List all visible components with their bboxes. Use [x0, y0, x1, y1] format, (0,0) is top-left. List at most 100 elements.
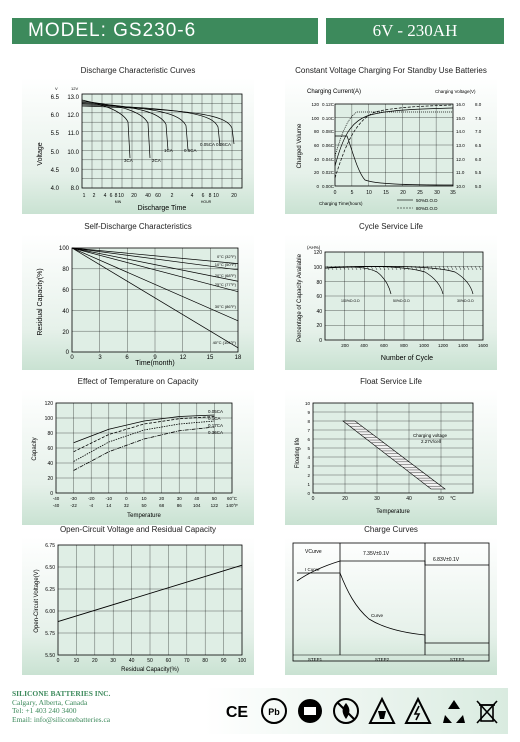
charging-voltage-curve: [334, 111, 453, 157]
discharge-panel: Discharge Characteristic Curves Voltage …: [22, 66, 254, 214]
vol-tick: 120: [311, 102, 319, 107]
temperature-ylabel: Capacity: [32, 437, 38, 460]
y-tick: 9: [307, 410, 310, 415]
x-tick-c: 60°C: [227, 496, 238, 501]
x-tick-c: 10: [141, 496, 147, 501]
y-tick: 60: [62, 288, 69, 294]
y-tick: 10: [305, 401, 311, 406]
volt6-tick: 8.0: [475, 102, 482, 107]
sd-label-10c: 10°C (50°F): [215, 262, 237, 267]
temperature-series-line: [73, 426, 215, 471]
x-tick: 1600: [478, 343, 489, 348]
volt-tick: 15.0: [456, 116, 465, 121]
x-tick: 35: [450, 190, 456, 196]
curve-label-3ca: 3CA: [124, 158, 133, 163]
x-tick-c: 40: [194, 496, 200, 501]
x-tick: 20: [400, 190, 406, 196]
y-tick: 80: [62, 267, 69, 273]
float-chart: Charging voltage 2.27V/cell Floating lif…: [295, 401, 474, 515]
charging-xlabel: Charging Time(hours): [319, 201, 363, 206]
y-tick: 80: [316, 280, 322, 286]
temperature-title: Effect of Temperature on Capacity: [77, 377, 199, 386]
x-tick: 8: [115, 193, 118, 199]
band-hatch: [474, 265, 478, 271]
x-tick: 70: [184, 658, 190, 664]
charge-curves-title: Charge Curves: [364, 525, 418, 534]
y-tick: 100: [59, 246, 70, 252]
volt6-tick: 5.0: [475, 184, 482, 189]
company-tel: Tel: +1 403 240 3400: [12, 706, 77, 715]
x-tick-c: -40: [53, 496, 60, 501]
y-tick: 6.00: [45, 609, 55, 615]
x-tick: 6: [125, 355, 129, 361]
volt-tick: 10.0: [456, 184, 465, 189]
self-discharge-ylabel: Residual Capacity(%): [37, 268, 44, 335]
x-tick-c: -10: [106, 496, 113, 501]
x-tick: 90: [221, 658, 227, 664]
band-hatch: [326, 265, 330, 271]
x-tick: 5: [351, 190, 354, 196]
charged-volume-curve-50: [334, 107, 454, 167]
band-hatch: [406, 265, 410, 271]
x-tick: 600: [380, 343, 388, 348]
company-email: Email: info@siliconebatteries.ca: [12, 714, 111, 724]
temperature-chart: Capacity Temperature 120 100 80 60 40 20…: [32, 401, 238, 519]
cycle-panel: Cycle Service Life Percentage of Capacit…: [285, 222, 497, 370]
x-tick: 30: [374, 496, 380, 502]
discharge-curve: [81, 99, 131, 159]
x-tick: 1400: [458, 343, 469, 348]
ocv-title: Open-Circuit Voltage and Residual Capaci…: [59, 525, 217, 534]
x-tick: 200: [341, 343, 349, 348]
ce-mark-icon: CE: [226, 704, 249, 721]
y-tick: 6.75: [45, 543, 55, 549]
x-tick: 60: [166, 658, 172, 664]
x-tick-c: 0: [125, 496, 128, 501]
y-tick: 5.0: [51, 150, 60, 156]
x-tick: 60: [155, 193, 161, 199]
band-hatch: [462, 265, 466, 271]
charging-chart: Charging Current(A) Charging Voltage(V) …: [297, 89, 482, 211]
discharge-xunit-hour: HOUR: [201, 200, 212, 204]
band-hatch: [350, 265, 354, 271]
x-tick-f: 50: [141, 503, 147, 508]
y-tick: 0: [319, 338, 322, 344]
discharge-xunit-min: MIN: [115, 200, 122, 204]
x-tick: 6: [202, 193, 205, 199]
x-tick-f: 14: [106, 503, 112, 508]
x-tick-f: -4: [89, 503, 93, 508]
ocv-panel: Open-Circuit Voltage and Residual Capaci…: [22, 525, 254, 675]
volt-tick: 13.0: [456, 143, 465, 148]
sd-series-line: [71, 247, 239, 271]
x-tick: 50: [147, 658, 153, 664]
ocv-chart: Open-Circuit Voltage(V) Residual Capacit…: [34, 543, 247, 673]
self-discharge-title: Self-Discharge Characteristics: [84, 222, 192, 231]
sd-label-30c: 30°C (86°F): [215, 304, 237, 309]
x-tick: 10: [213, 193, 219, 199]
x-tick: 10: [366, 190, 372, 196]
y-tick: 20: [47, 476, 53, 482]
x-tick: °C: [450, 496, 456, 502]
x-tick: 100: [238, 658, 247, 664]
legend-50dod: 50%D.O.D: [416, 198, 438, 203]
band-hatch: [478, 265, 482, 271]
v-curve-label: VCurve: [305, 549, 322, 555]
cycle-xlabel: Number of Cycle: [381, 355, 433, 362]
x-tick-f: -40: [53, 503, 60, 508]
sd-series-line: [71, 247, 239, 293]
float-title: Float Service Life: [360, 377, 422, 386]
discharge-curve: [81, 100, 151, 159]
float-panel: Float Service Life Charging voltage 2.27…: [285, 377, 497, 525]
certification-icons: CE Pb: [205, 688, 508, 734]
vol-tick: 40: [314, 157, 320, 162]
x-tick-f: 122: [211, 503, 219, 508]
band-hatch: [346, 265, 350, 271]
volt6-tick: 7.0: [475, 129, 482, 134]
v-step3-label: 6.83V±0.1V: [433, 557, 460, 563]
battery-acid-icon: [368, 696, 396, 724]
x-tick: 4: [191, 193, 194, 199]
sd-label-0c: 0°C (32°F): [217, 254, 237, 259]
x-tick: 1: [83, 193, 86, 199]
ul-mark-icon: [298, 699, 322, 723]
float-annotation-1: Charging voltage: [413, 433, 448, 438]
volt-tick: 12.0: [456, 157, 465, 162]
